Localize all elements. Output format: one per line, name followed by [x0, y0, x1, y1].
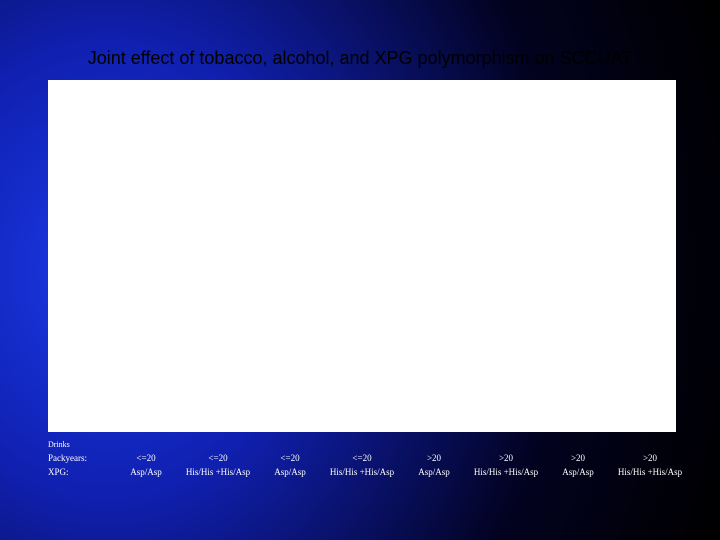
cell: >20	[614, 453, 686, 463]
cell: Asp/Asp	[398, 467, 470, 477]
row-label-xpg: XPG:	[48, 467, 110, 477]
cell: >20	[542, 453, 614, 463]
cell: Asp/Asp	[254, 467, 326, 477]
cell: His/His +His/Asp	[182, 467, 254, 477]
row-xpg: XPG: Asp/Asp His/His +His/Asp Asp/Asp Hi…	[48, 467, 688, 477]
row-drinks: Drinks	[48, 440, 688, 449]
category-axis-labels: Drinks Packyears: <=20 <=20 <=20 <=20 >2…	[48, 440, 688, 481]
row-label-drinks: Drinks	[48, 440, 110, 449]
cell: His/His +His/Asp	[614, 467, 686, 477]
cell: His/His +His/Asp	[326, 467, 398, 477]
cell: Asp/Asp	[110, 467, 182, 477]
slide-title: Joint effect of tobacco, alcohol, and XP…	[0, 48, 720, 69]
row-packyears: Packyears: <=20 <=20 <=20 <=20 >20 >20 >…	[48, 453, 688, 463]
cell: Asp/Asp	[542, 467, 614, 477]
cell: <=20	[254, 453, 326, 463]
cell: <=20	[326, 453, 398, 463]
cell: His/His +His/Asp	[470, 467, 542, 477]
slide-root: Joint effect of tobacco, alcohol, and XP…	[0, 0, 720, 540]
cell: <=20	[182, 453, 254, 463]
chart-plot-area	[48, 80, 676, 432]
row-label-packyears: Packyears:	[48, 453, 110, 463]
chart-svg	[48, 80, 676, 432]
cell: >20	[398, 453, 470, 463]
chart-background	[48, 80, 676, 432]
cell: >20	[470, 453, 542, 463]
cell: <=20	[110, 453, 182, 463]
